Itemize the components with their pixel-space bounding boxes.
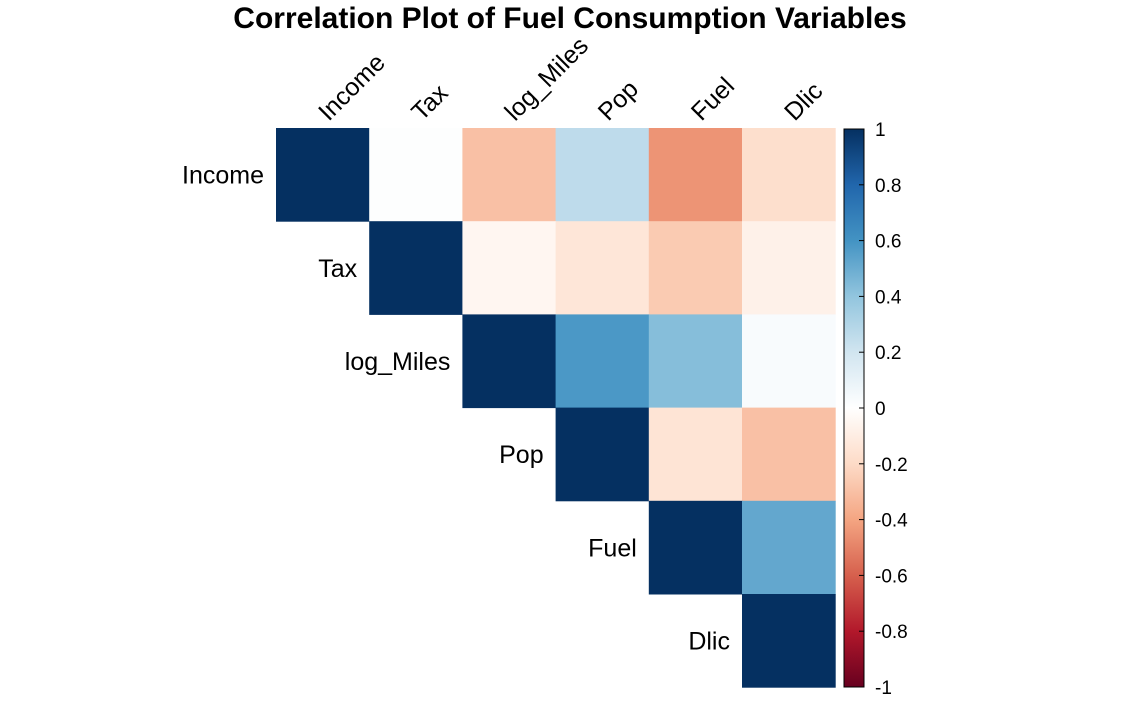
column-label-Income: Income [313,48,391,126]
row-label-log_Miles: log_Miles [345,348,451,376]
row-label-Tax: Tax [318,255,357,283]
column-label-Dlic: Dlic [779,77,828,126]
column-label-log_Miles: log_Miles [499,32,593,126]
row-label-Income: Income [182,162,264,190]
colorbar-tick-label: 0 [875,399,886,420]
colorbar-tick-label: -0.8 [875,622,908,643]
colorbar-tick-label: 0.6 [875,232,901,253]
row-labels: Income Tax log_Miles Pop Fuel Dlic [182,162,730,656]
cell-Tax-Tax [369,221,463,315]
heatmap-cells [276,128,836,688]
cell-Dlic-Dlic [742,594,836,688]
cell-log_Miles-log_Miles [462,314,557,409]
colorbar-tick-label: -1 [875,678,892,699]
colorbar-tick-label: -0.4 [875,511,908,532]
cell-log_Miles-Fuel [648,314,743,409]
row-label-Pop: Pop [499,441,543,469]
colorbar-tick-label: -0.6 [875,566,908,587]
cell-Fuel-Dlic [742,500,836,595]
column-label-Pop: Pop [593,75,644,126]
cell-Pop-Fuel [648,407,743,502]
column-label-Fuel: Fuel [686,72,740,126]
cell-Income-Income [276,128,370,222]
row-label-Dlic: Dlic [688,628,730,656]
cell-log_Miles-Pop [555,314,650,409]
row-label-Fuel: Fuel [588,534,637,562]
cell-log_Miles-Dlic [742,314,836,409]
colorbar-ticks: 1 0.8 0.6 0.4 0.2 0 -0.2 -0.4 -0.6 -0.8 -1 [859,120,908,699]
colorbar-tick-label: 0.4 [875,287,902,308]
cell-Tax-Dlic [742,221,836,315]
cell-Pop-Pop [555,407,650,502]
cell-Tax-log_Miles [462,221,557,315]
cell-Tax-Fuel [648,221,743,315]
colorbar-tick-label: 0.2 [875,343,901,364]
colorbar-tick-label: 1 [875,120,886,141]
cell-Income-Dlic [742,128,836,222]
cell-Tax-Pop [555,221,650,315]
cell-Income-Pop [555,128,650,222]
chart-title: Correlation Plot of Fuel Consumption Var… [233,2,906,35]
colorbar-tick-label: -0.2 [875,455,908,476]
colorbar-tick-label: 0.8 [875,176,901,197]
cell-Income-Tax [369,128,463,222]
cell-Income-log_Miles [462,128,557,222]
cell-Income-Fuel [648,128,743,222]
cell-Pop-Dlic [742,407,836,502]
cell-Fuel-Fuel [648,500,743,595]
column-label-Tax: Tax [406,79,454,127]
